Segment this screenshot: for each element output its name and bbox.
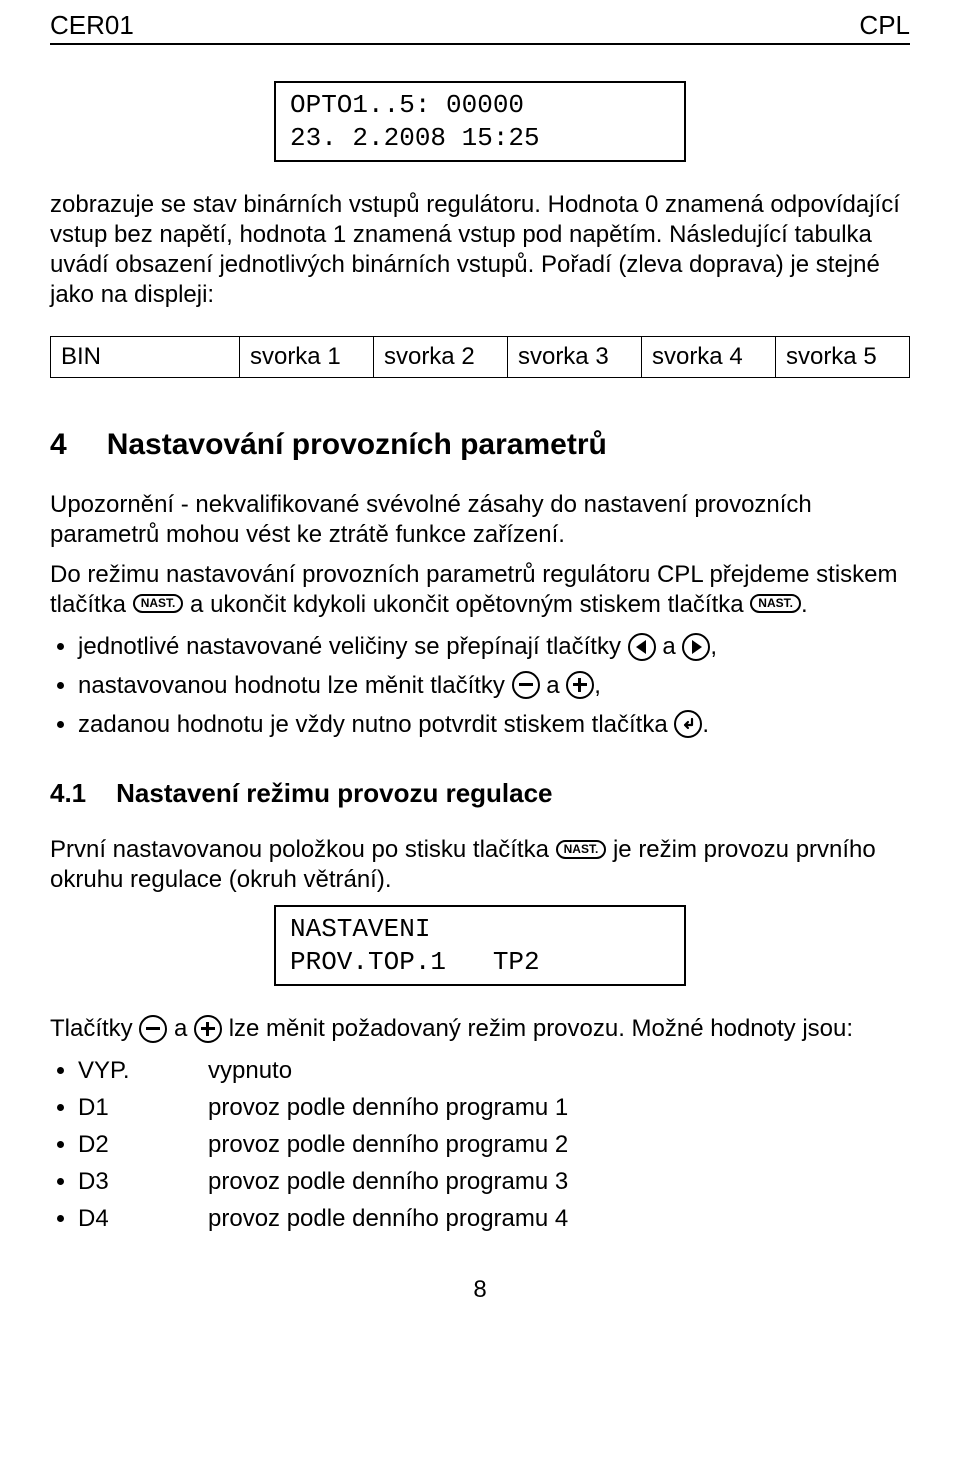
bullet-2a: nastavovanou hodnotu lze měnit tlačítky bbox=[78, 672, 512, 699]
para5-part-c: lze měnit požadovaný režim provozu. Možn… bbox=[229, 1015, 853, 1042]
right-arrow-icon bbox=[682, 633, 710, 661]
bin-col-2: svorka 2 bbox=[373, 337, 507, 378]
section-4-title: Nastavování provozních parametrů bbox=[107, 428, 607, 462]
mode-key: VYP. bbox=[78, 1054, 208, 1089]
header-left: CER01 bbox=[50, 10, 134, 41]
section-4-1-heading: 4.1 Nastavení režimu provozu regulace bbox=[50, 778, 910, 809]
page-number: 8 bbox=[50, 1276, 910, 1304]
bullet-3b: . bbox=[702, 711, 709, 738]
para4-part-a: První nastavovanou položkou po stisku tl… bbox=[50, 836, 556, 863]
section-4-1-number: 4.1 bbox=[50, 778, 86, 809]
para3-part-c: . bbox=[801, 591, 808, 618]
nast-button-icon: NAST. bbox=[133, 594, 184, 613]
para5-part-a: Tlačítky bbox=[50, 1015, 139, 1042]
lcd-display-1: OPTO1..5: 00000 23. 2.2008 15:25 bbox=[274, 81, 686, 162]
mode-row: D1provoz podle denního programu 1 bbox=[78, 1091, 910, 1126]
mode-val: vypnuto bbox=[208, 1054, 292, 1089]
mode-val: provoz podle denního programu 3 bbox=[208, 1165, 568, 1200]
minus-icon bbox=[512, 671, 540, 699]
page-header: CER01 CPL bbox=[50, 10, 910, 45]
plus-icon bbox=[566, 671, 594, 699]
header-right: CPL bbox=[859, 10, 910, 41]
section-4-1-title: Nastavení režimu provozu regulace bbox=[116, 778, 552, 809]
bullet-2: nastavovanou hodnotu lze měnit tlačítky … bbox=[78, 669, 910, 704]
bin-col-3: svorka 3 bbox=[507, 337, 641, 378]
lcd-display-2: NASTAVENI PROV.TOP.1 TP2 bbox=[274, 905, 686, 986]
mode-list: VYP.vypnuto D1provoz podle denního progr… bbox=[50, 1054, 910, 1236]
mode-row: D3provoz podle denního programu 3 bbox=[78, 1165, 910, 1200]
bullet-2c: , bbox=[594, 672, 601, 699]
mode-row: D2provoz podle denního programu 2 bbox=[78, 1128, 910, 1163]
bullet-list: jednotlivé nastavované veličiny se přepí… bbox=[50, 630, 910, 742]
nast-button-icon: NAST. bbox=[750, 594, 801, 613]
para3-part-b: a ukončit kdykoli ukončit opětovným stis… bbox=[190, 591, 750, 618]
section-4-number: 4 bbox=[50, 428, 67, 462]
bullet-3: zadanou hodnotu je vždy nutno potvrdit s… bbox=[78, 708, 910, 743]
paragraph-4: První nastavovanou položkou po stisku tl… bbox=[50, 835, 910, 895]
mode-row: D4provoz podle denního programu 4 bbox=[78, 1202, 910, 1237]
paragraph-2: Upozornění - nekvalifikované svévolné zá… bbox=[50, 490, 910, 550]
paragraph-3: Do režimu nastavování provozních paramet… bbox=[50, 560, 910, 620]
bullet-1b: a bbox=[662, 633, 682, 660]
section-4-heading: 4 Nastavování provozních parametrů bbox=[50, 428, 910, 462]
mode-key: D4 bbox=[78, 1202, 208, 1237]
minus-icon bbox=[139, 1015, 167, 1043]
mode-val: provoz podle denního programu 2 bbox=[208, 1128, 568, 1163]
bullet-1: jednotlivé nastavované veličiny se přepí… bbox=[78, 630, 910, 665]
enter-icon bbox=[674, 710, 702, 738]
bin-col-0: BIN bbox=[51, 337, 240, 378]
bin-col-1: svorka 1 bbox=[239, 337, 373, 378]
paragraph-1: zobrazuje se stav binárních vstupů regul… bbox=[50, 190, 910, 310]
mode-val: provoz podle denního programu 4 bbox=[208, 1202, 568, 1237]
bullet-3a: zadanou hodnotu je vždy nutno potvrdit s… bbox=[78, 711, 674, 738]
mode-val: provoz podle denního programu 1 bbox=[208, 1091, 568, 1126]
mode-row: VYP.vypnuto bbox=[78, 1054, 910, 1089]
mode-key: D2 bbox=[78, 1128, 208, 1163]
bin-col-4: svorka 4 bbox=[641, 337, 775, 378]
left-arrow-icon bbox=[628, 633, 656, 661]
mode-key: D3 bbox=[78, 1165, 208, 1200]
lcd1-line2: 23. 2.2008 15:25 bbox=[290, 123, 540, 153]
lcd2-line1: NASTAVENI bbox=[290, 914, 430, 944]
bullet-1a: jednotlivé nastavované veličiny se přepí… bbox=[78, 633, 628, 660]
lcd1-line1: OPTO1..5: 00000 bbox=[290, 90, 524, 120]
nast-button-icon: NAST. bbox=[556, 840, 607, 859]
plus-icon bbox=[194, 1015, 222, 1043]
paragraph-5: Tlačítky a lze měnit požadovaný režim pr… bbox=[50, 1014, 910, 1044]
lcd2-line2: PROV.TOP.1 TP2 bbox=[290, 947, 540, 977]
bin-table: BIN svorka 1 svorka 2 svorka 3 svorka 4 … bbox=[50, 336, 910, 378]
bullet-1c: , bbox=[710, 633, 717, 660]
bullet-2b: a bbox=[546, 672, 566, 699]
para5-part-b: a bbox=[174, 1015, 194, 1042]
bin-col-5: svorka 5 bbox=[775, 337, 909, 378]
mode-key: D1 bbox=[78, 1091, 208, 1126]
